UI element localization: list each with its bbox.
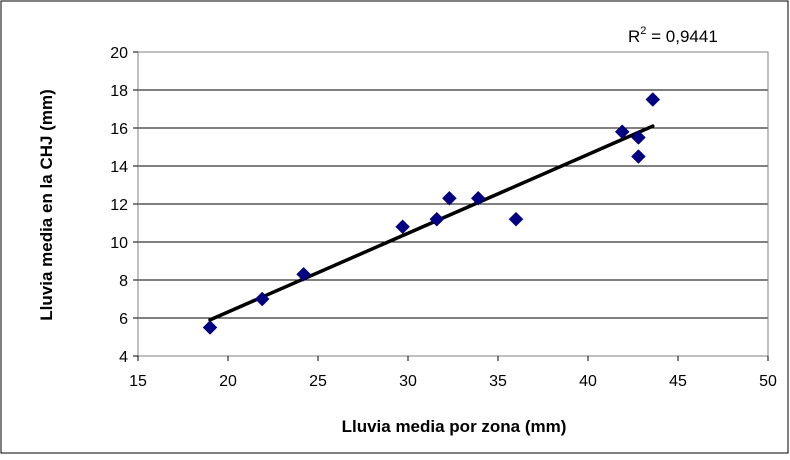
data-point: [254, 291, 270, 307]
data-point: [429, 211, 445, 227]
data-point: [614, 124, 630, 140]
y-tick-label: 4: [119, 349, 128, 366]
x-tick-label: 40: [579, 373, 597, 390]
y-axis-title: Lluvia media en la CHJ (mm): [37, 89, 56, 320]
x-tick-label: 25: [309, 373, 327, 390]
data-point: [296, 266, 311, 282]
y-tick-label: 20: [110, 45, 128, 62]
y-tick-label: 8: [119, 273, 128, 290]
r-squared-value: = 0,9441: [646, 27, 717, 46]
data-point: [631, 130, 646, 145]
data-point: [442, 190, 457, 206]
data-point: [395, 219, 410, 235]
r-squared-label: R2 = 0,9441: [628, 25, 718, 46]
x-tick-label: 20: [219, 373, 237, 390]
x-tick-label: 35: [489, 373, 507, 390]
y-tick-label: 14: [110, 159, 128, 176]
x-axis-title: Lluvia media por zona (mm): [342, 417, 567, 436]
trendline: [208, 124, 655, 322]
x-tick-label: 30: [399, 373, 417, 390]
y-tick-label: 10: [110, 235, 128, 252]
y-tick-label: 18: [110, 83, 128, 100]
data-point: [470, 190, 486, 206]
data-points: [202, 92, 661, 335]
data-point: [645, 92, 661, 107]
y-tick-label: 6: [119, 311, 128, 328]
x-axis-ticks: 15 20 25 30 35 40 45 50: [129, 356, 777, 390]
y-tick-label: 12: [110, 197, 128, 214]
r-squared-superscript: 2: [640, 25, 646, 37]
x-tick-label: 45: [669, 373, 687, 390]
x-tick-label: 15: [129, 373, 147, 390]
data-point: [202, 320, 218, 335]
data-point: [631, 149, 646, 164]
gridlines: [138, 51, 768, 319]
x-tick-label: 50: [759, 373, 777, 390]
data-point: [508, 211, 524, 227]
y-tick-label: 16: [110, 121, 128, 138]
r-squared-prefix: R: [628, 27, 640, 46]
y-axis-ticks: 4 6 8 10 12 14 16 18 20: [110, 45, 138, 366]
